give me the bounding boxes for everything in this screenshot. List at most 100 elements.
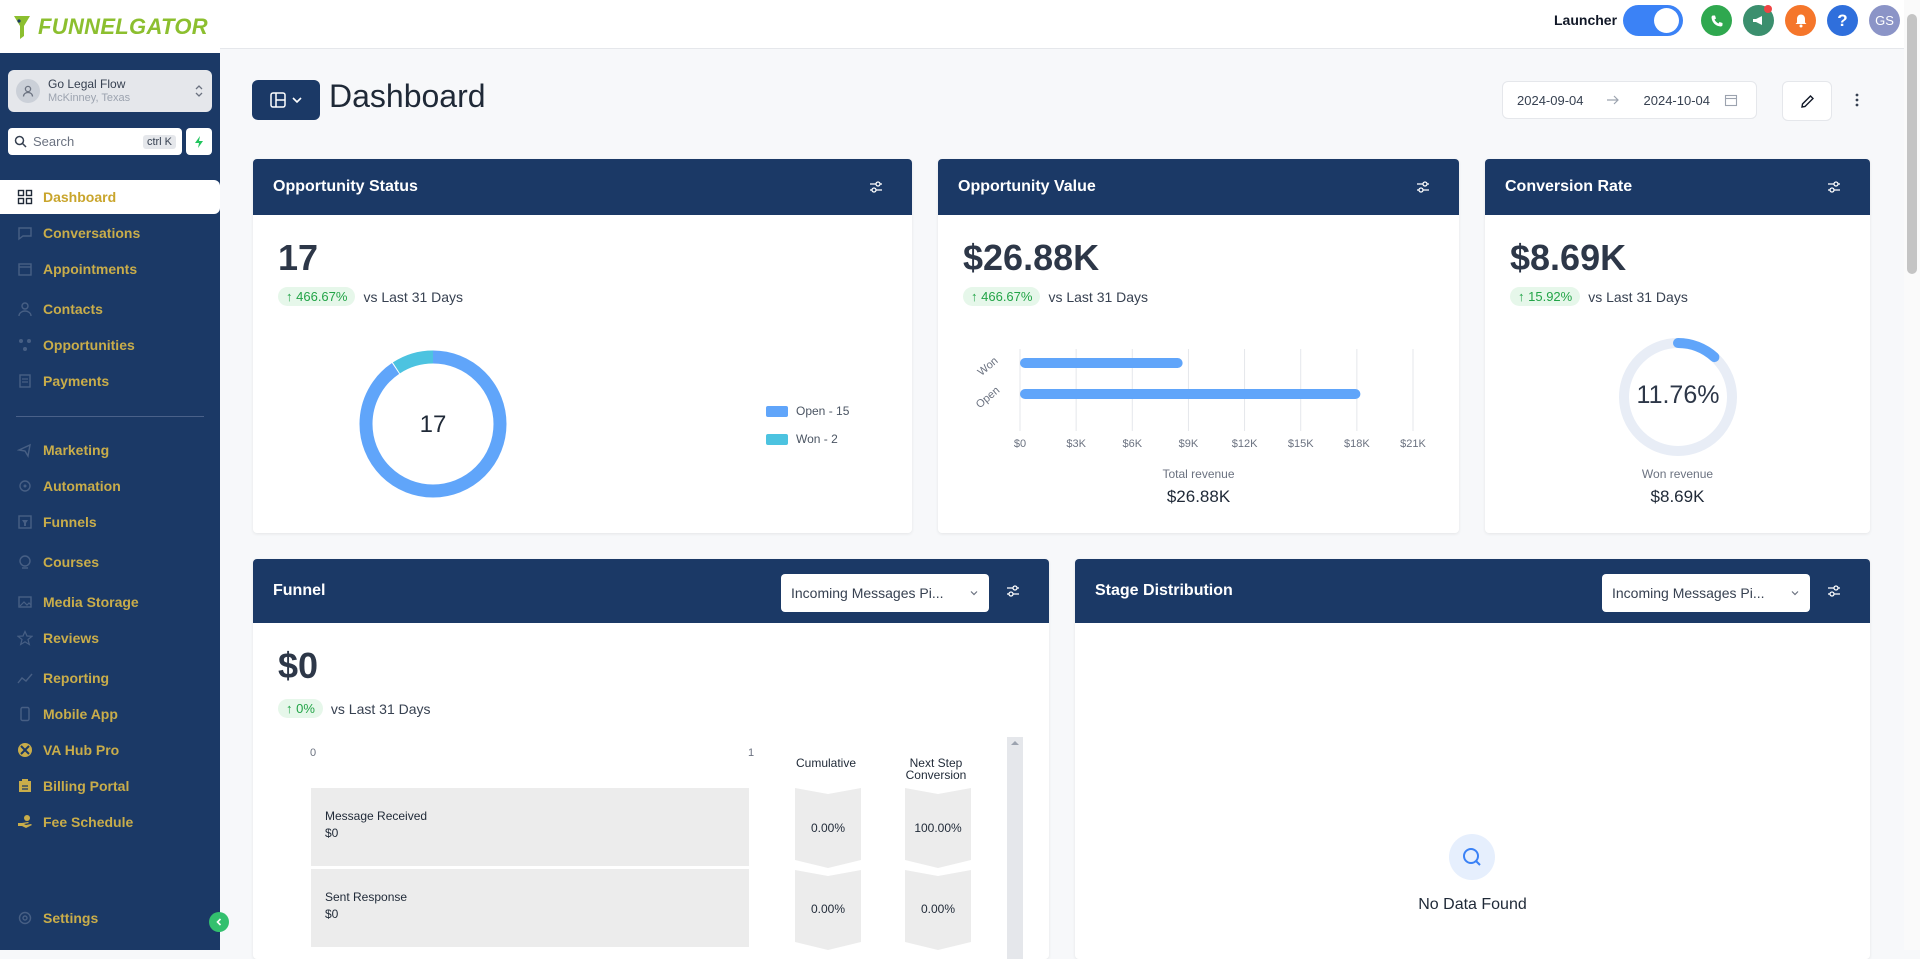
- account-avatar-icon: [16, 79, 40, 103]
- sidebar-item-label: Reporting: [43, 670, 110, 686]
- stage-amount: $0: [325, 907, 339, 921]
- sidebar-item-automation[interactable]: Automation: [0, 469, 220, 503]
- sidebar-item-conversations[interactable]: Conversations: [0, 216, 220, 250]
- phone-button[interactable]: [1701, 5, 1732, 36]
- search-input[interactable]: Search ctrl K: [8, 128, 182, 155]
- funnel-stage[interactable]: Message Received $0: [311, 788, 749, 866]
- change-badge: ↑ 0%: [278, 699, 323, 718]
- search-icon: [14, 135, 27, 148]
- sidebar-item-reporting[interactable]: Reporting: [0, 661, 220, 695]
- sidebar-item-mobile-app[interactable]: Mobile App: [0, 697, 220, 731]
- page-title: Dashboard: [329, 78, 486, 114]
- sidebar-item-label: Opportunities: [43, 337, 135, 353]
- opportunity-status-card: Opportunity Status 17 ↑ 466.67% vs Last …: [253, 159, 912, 533]
- layout-icon: [269, 91, 287, 109]
- sidebar-item-settings[interactable]: Settings: [0, 901, 220, 935]
- conversion-gauge: [1619, 338, 1737, 456]
- pipeline-select[interactable]: Incoming Messages Pi...: [1602, 574, 1810, 612]
- revenue-bar-chart: $0 $3K $6K $9K $12K $15K $18K $21K Won Open: [974, 349, 1427, 450]
- sidebar-item-dashboard[interactable]: Dashboard: [0, 180, 220, 214]
- sidebar-item-payments[interactable]: Payments: [0, 364, 220, 398]
- cumulative-chevron: [795, 870, 861, 950]
- sidebar-item-media-storage[interactable]: Media Storage: [0, 585, 220, 619]
- category-label: Won: [976, 355, 1001, 379]
- sidebar-item-billing-portal[interactable]: Billing Portal: [0, 769, 220, 803]
- logo[interactable]: FUNNELGATOR: [0, 0, 220, 53]
- search-shortcut: ctrl K: [142, 134, 176, 149]
- funnel-stage[interactable]: Sent Response $0: [311, 869, 749, 947]
- won-revenue-value: $8.69K: [1650, 487, 1705, 506]
- sidebar-item-contacts[interactable]: Contacts: [0, 292, 220, 326]
- pipeline-select[interactable]: Incoming Messages Pi...: [781, 574, 989, 612]
- sidebar-item-opportunities[interactable]: Opportunities: [0, 328, 220, 362]
- gator-logo-icon: [12, 14, 32, 40]
- funnel-axis-max: 1: [748, 747, 755, 759]
- sidebar-divider: [16, 416, 204, 417]
- sidebar-item-appointments[interactable]: Appointments: [0, 252, 220, 286]
- mobile-icon: [16, 706, 33, 723]
- quick-action-button[interactable]: [186, 128, 212, 155]
- sidebar-item-va-hub-pro[interactable]: VA Hub Pro: [0, 733, 220, 767]
- x-tick-label: $3K: [1066, 438, 1086, 450]
- courses-icon: [16, 554, 33, 571]
- fee-icon: [16, 814, 33, 831]
- user-avatar[interactable]: GS: [1869, 5, 1900, 36]
- metric-trend: ↑ 0% vs Last 31 Days: [278, 699, 431, 718]
- sidebar-item-reviews[interactable]: Reviews: [0, 621, 220, 655]
- sidebar-item-marketing[interactable]: Marketing: [0, 433, 220, 467]
- next-step-header: Next Step Conversion: [905, 756, 967, 782]
- stage-cumulative: 0.00%: [810, 902, 846, 916]
- cumulative-header: Cumulative: [795, 756, 857, 770]
- filter-icon[interactable]: [1826, 583, 1842, 599]
- legend-item-won: Won - 2: [766, 432, 838, 446]
- card-title: Funnel: [273, 582, 326, 599]
- scroll-up-icon: [1011, 741, 1019, 745]
- sidebar-item-fee-schedule[interactable]: Fee Schedule: [0, 805, 220, 839]
- bar-won: [1020, 358, 1183, 368]
- total-revenue-value: $26.88K: [1166, 487, 1231, 506]
- sidebar-item-label: Conversations: [43, 225, 141, 241]
- sidebar-item-courses[interactable]: Courses: [0, 545, 220, 579]
- sidebar-item-label: Courses: [43, 554, 100, 570]
- filter-icon[interactable]: [868, 179, 884, 195]
- search-icon: [1449, 834, 1495, 880]
- metric-trend: ↑ 466.67% vs Last 31 Days: [963, 287, 1148, 306]
- help-button[interactable]: ?: [1827, 5, 1858, 36]
- pipeline-select-value: Incoming Messages Pi...: [1612, 585, 1765, 601]
- chevron-left-icon: [214, 917, 224, 927]
- funnel-icon: [16, 514, 33, 531]
- notification-dot: [1764, 5, 1772, 13]
- account-switcher[interactable]: Go Legal Flow McKinney, Texas: [8, 70, 212, 112]
- announcements-button[interactable]: [1743, 5, 1774, 36]
- stage-cumulative: 0.00%: [810, 821, 846, 835]
- notifications-button[interactable]: [1785, 5, 1816, 36]
- stage-amount: $0: [325, 826, 339, 840]
- updown-chevron-icon: [194, 84, 204, 98]
- scrollbar-thumb[interactable]: [1907, 14, 1917, 274]
- arrow-right-icon: [1606, 95, 1620, 105]
- status-donut-chart: [359, 350, 507, 498]
- funnel-card: Funnel Incoming Messages Pi... $0 ↑ 0% v…: [253, 559, 1049, 959]
- filter-icon[interactable]: [1415, 179, 1431, 195]
- x-tick-label: $15K: [1288, 438, 1314, 450]
- sidebar-item-label: VA Hub Pro: [43, 742, 120, 758]
- change-badge: ↑ 466.67%: [278, 287, 356, 306]
- funnel-scrollbar[interactable]: [1007, 737, 1023, 959]
- date-range-picker[interactable]: 2024-09-04 2024-10-04: [1502, 81, 1757, 119]
- filter-icon[interactable]: [1826, 179, 1842, 195]
- x-tick-label: $21K: [1400, 438, 1426, 450]
- launcher-toggle[interactable]: [1623, 5, 1683, 36]
- sidebar-item-funnels[interactable]: Funnels: [0, 505, 220, 539]
- filter-icon[interactable]: [1005, 583, 1021, 599]
- card-title: Conversion Rate: [1505, 178, 1633, 195]
- question-mark-icon: ?: [1837, 10, 1848, 30]
- category-label: Open: [974, 384, 1002, 410]
- more-options-button[interactable]: [1846, 88, 1868, 112]
- card-header: Stage Distribution Incoming Messages Pi.…: [1075, 559, 1870, 623]
- chevron-down-icon: [291, 94, 303, 106]
- sidebar-item-label: Marketing: [43, 442, 110, 458]
- automation-icon: [16, 478, 33, 495]
- dashboard-switcher-button[interactable]: [252, 80, 320, 120]
- collapse-sidebar-button[interactable]: [209, 912, 229, 932]
- edit-dashboard-button[interactable]: [1782, 81, 1832, 121]
